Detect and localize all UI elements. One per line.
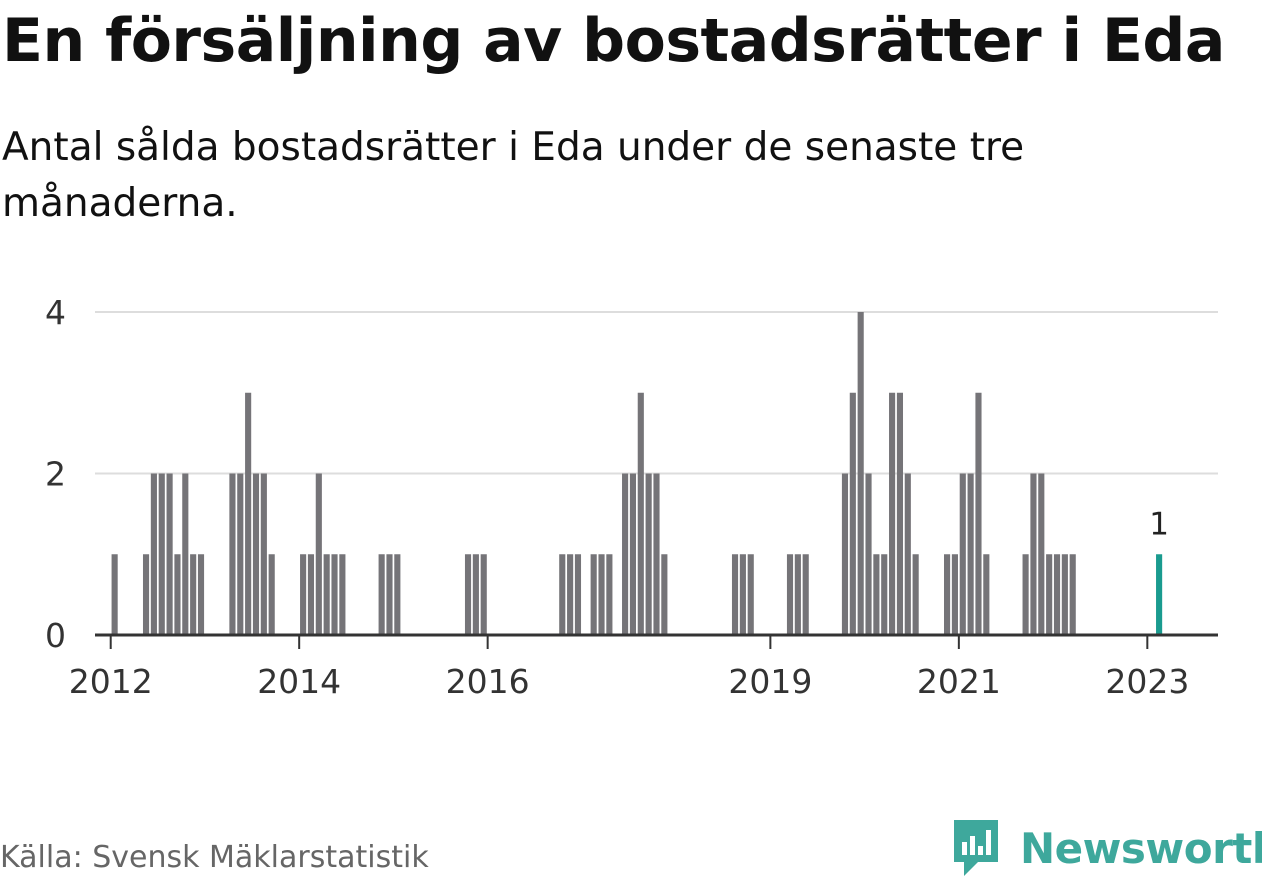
- bar: [182, 473, 189, 635]
- bar: [464, 554, 472, 635]
- bar: [1022, 554, 1029, 635]
- y-tick-label: 4: [45, 293, 66, 332]
- bar: [229, 473, 236, 635]
- bar: [268, 554, 275, 635]
- bar: [158, 473, 165, 635]
- brand-logo: Newsworthy: [950, 818, 1262, 878]
- x-tick-label: 2019: [728, 662, 812, 701]
- bar: [472, 554, 479, 635]
- gridlines: [95, 311, 1218, 475]
- bar: [574, 554, 582, 635]
- bar: [1038, 473, 1045, 635]
- bar: [622, 473, 629, 635]
- bar-chart: 1 0 2 4 2012 2014 2016 2019 2021 2023: [45, 293, 1218, 701]
- bar: [323, 554, 330, 635]
- x-tick-label: 2021: [917, 662, 1001, 701]
- chart-subtitle: Antal sålda bostadsrätter i Eda under de…: [2, 125, 1025, 226]
- bar: [857, 312, 864, 635]
- bar: [567, 554, 574, 635]
- bar: [1030, 473, 1037, 635]
- bar: [865, 473, 872, 635]
- bar: [802, 554, 809, 635]
- bar: [653, 473, 660, 635]
- bar: [150, 473, 157, 635]
- source-note: Källa: Svensk Mäklarstatistik: [0, 840, 429, 875]
- bar: [975, 392, 982, 635]
- bar: [142, 554, 150, 635]
- bar: [590, 554, 597, 635]
- bar: [237, 473, 244, 635]
- bar: [339, 554, 346, 635]
- bar: [252, 473, 260, 635]
- x-tick-label: 2012: [69, 662, 153, 701]
- bar: [983, 554, 990, 635]
- bar: [1069, 554, 1076, 635]
- bar: [1053, 554, 1061, 635]
- bar: [378, 554, 385, 635]
- bar: [959, 473, 966, 635]
- y-tick-label: 2: [45, 455, 66, 494]
- bar: [645, 473, 652, 635]
- bar: [386, 554, 393, 635]
- bar: [315, 473, 322, 635]
- bar: [559, 554, 566, 635]
- bar: [951, 554, 958, 635]
- bar: [260, 473, 267, 635]
- bar: [190, 554, 197, 635]
- x-tick-label: 2016: [446, 662, 530, 701]
- y-tick-label: 0: [45, 616, 66, 655]
- bar: [739, 554, 746, 635]
- bar: [111, 554, 118, 635]
- bar: [629, 473, 637, 635]
- bar: [245, 392, 252, 635]
- bar: [912, 554, 919, 635]
- chart-title: En försäljning av bostadsrätter i Eda: [2, 6, 1225, 76]
- bar: [307, 554, 315, 635]
- bar: [944, 554, 951, 635]
- bar: [881, 554, 888, 635]
- bar: [637, 392, 644, 635]
- bar: [889, 392, 896, 635]
- bar: [849, 392, 856, 635]
- x-tick-label: 2014: [257, 662, 341, 701]
- bar: [480, 554, 487, 635]
- bar: [606, 554, 613, 635]
- axes: 0 2 4 2012 2014 2016 2019 2021 2023: [45, 293, 1218, 701]
- bar: [731, 554, 739, 635]
- bar: [174, 554, 181, 635]
- bar: [331, 554, 338, 635]
- x-tick-label: 2023: [1105, 662, 1189, 701]
- bar: [794, 554, 801, 635]
- brand-name: Newsworthy: [1020, 823, 1262, 873]
- bar: [747, 554, 754, 635]
- bar: [904, 473, 911, 635]
- bar: [197, 554, 205, 635]
- bar: [896, 392, 904, 635]
- bar: [1061, 554, 1068, 635]
- bar: [967, 473, 974, 635]
- bar: [1046, 554, 1053, 635]
- newsworthy-logo-icon: [954, 820, 998, 876]
- highlight-bar-label: 1: [1149, 506, 1169, 542]
- bar: [166, 473, 173, 635]
- bar: [873, 554, 880, 635]
- highlight-bar: [1156, 554, 1163, 635]
- bar: [300, 554, 307, 635]
- bar: [394, 554, 401, 635]
- bar: [786, 554, 794, 635]
- bar: [598, 554, 605, 635]
- bar: [841, 473, 849, 635]
- bars: 1: [111, 312, 1169, 635]
- bar: [661, 554, 668, 635]
